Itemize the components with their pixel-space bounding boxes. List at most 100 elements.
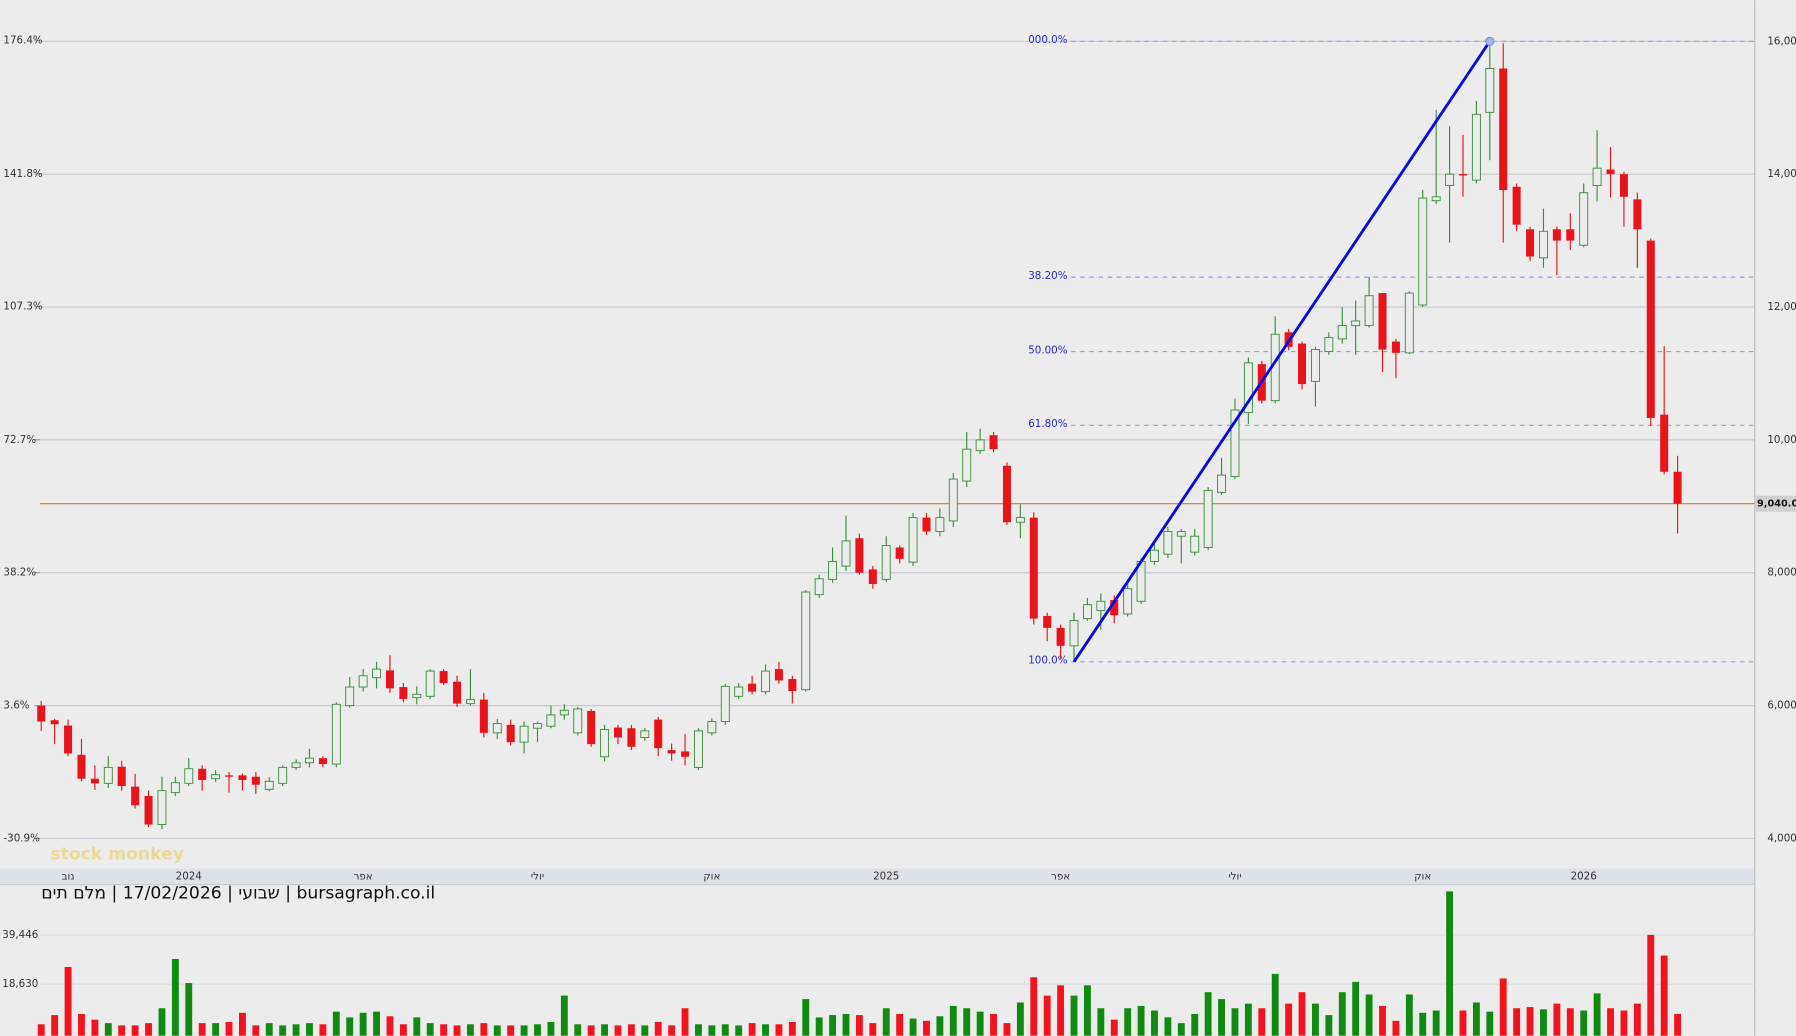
watermark: stock monkey [50,845,184,865]
volume-bar [1070,995,1078,1036]
candle-body [1110,599,1119,616]
candle-body [895,547,904,559]
x-tick-label: 2025 [873,871,899,883]
volume-bar [185,983,193,1036]
volume-bar [1177,1023,1185,1036]
volume-bar [587,1025,595,1036]
candle-body [385,670,394,689]
candle-body [1458,174,1467,176]
volume-bar [1231,1008,1239,1036]
candle-body [1364,295,1374,327]
candle-body [761,670,770,693]
candle-body [1619,174,1628,197]
candle-body [170,782,180,794]
candle-body [131,786,140,806]
volume-bar [265,1023,273,1036]
candle-body [935,517,945,533]
y-tick-label: 39,446 [2,929,38,941]
volume-bar [78,1013,85,1036]
candle-body [358,675,368,688]
candle-body [1163,531,1173,555]
candle-body [1673,471,1682,504]
fib-label: 000.0% [1028,34,1067,46]
volume-bar [560,995,568,1036]
candle-body [225,775,234,777]
volume-bar [1164,1017,1172,1036]
volume-bar [252,1025,260,1036]
volume-bar [37,1024,45,1036]
volume-bar [507,1025,515,1036]
volume-bar [225,1021,233,1036]
volume-bar [440,1024,448,1036]
volume-bar [963,1008,971,1036]
fib-label: 38.20% [1028,270,1067,282]
candle-body [600,729,610,758]
volume-bar [855,1015,863,1036]
candle-body [64,725,73,754]
candle-body [77,754,86,779]
volume-bar [1191,1013,1199,1036]
volume-bar [1057,985,1065,1036]
candle-body [707,721,717,734]
volume-bar [359,1012,367,1036]
volume-bar [775,1024,783,1036]
volume-bar [1593,993,1601,1036]
y2-tick-label: 176.4% [3,35,42,47]
candle-body [1512,186,1521,225]
y2-tick-label: -30.9% [3,833,40,845]
candle-body [989,435,998,450]
y-tick-label: 4,000 [1767,832,1796,844]
candle-body [693,730,703,768]
volume-bar [1446,891,1454,1036]
candle-body [453,681,462,704]
candle-body [546,714,556,727]
candle-body [1431,196,1441,202]
volume-bar [681,1008,689,1036]
volume-bar [1674,1013,1682,1036]
candle-body [1002,465,1011,523]
volume-bar [896,1013,904,1036]
candle-body [1082,604,1092,620]
candle-body [1243,362,1253,414]
candle-body [1190,535,1200,553]
volume-bar [1379,1005,1386,1036]
volume-bar [118,1025,126,1036]
volume-bar [467,1024,474,1036]
candle-body [1324,337,1334,352]
volume-bar [413,1017,421,1036]
volume-bar [1472,1002,1480,1036]
volume-bar [1486,1011,1494,1036]
candle-body [1404,292,1414,354]
candle-body [788,679,797,692]
candle-body [748,683,757,692]
candle-body [278,766,288,784]
volume-bar [51,1015,59,1036]
candle-body [627,728,636,747]
candle-body [1499,68,1508,191]
candle-body [1471,113,1481,181]
candle-body [1337,325,1347,340]
volume-bar [1540,1009,1547,1036]
candle-body [1418,197,1428,306]
candle-body [1217,474,1227,493]
candle-body [1445,173,1455,186]
volume-bar [332,1011,340,1036]
candle-body [1566,229,1575,241]
candle-body [425,670,435,697]
volume-bar [909,1018,917,1036]
volume-bar [1298,992,1306,1036]
volume-bar [1365,994,1373,1036]
x-tick-label: אוק [703,871,720,883]
candle-body [855,538,864,573]
candle-body [533,723,542,729]
volume-bar [1499,978,1507,1036]
volume-bar [1392,1020,1400,1036]
candle-body [1538,230,1548,259]
candle-body [1203,489,1213,548]
candle-body [1029,517,1038,619]
candle-body [117,766,126,787]
candle-body [37,705,46,722]
y-tick-label: 14,000 [1767,168,1796,180]
volume-bar [1459,1010,1467,1036]
